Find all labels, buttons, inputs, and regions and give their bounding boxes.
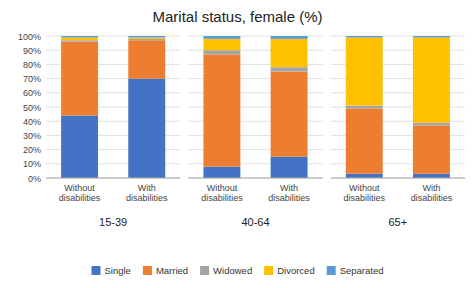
bar-segment	[203, 167, 240, 178]
legend-label: Married	[156, 265, 188, 276]
bar-segment	[346, 106, 383, 109]
y-tick-label: 50%	[23, 103, 41, 113]
x-tick-label: Withoutdisabilities	[59, 183, 101, 203]
legend-swatch	[327, 266, 336, 275]
bar-segment	[61, 116, 98, 178]
bars	[61, 36, 165, 178]
y-tick-label: 80%	[23, 60, 41, 70]
bar-segment	[271, 36, 308, 39]
y-tick-label: 30%	[23, 131, 41, 141]
legend-label: Widowed	[213, 265, 252, 276]
panel	[331, 36, 465, 178]
bar-segment	[128, 36, 165, 37]
x-tick-label: Withdisabilities	[411, 183, 453, 203]
grid-line	[188, 178, 322, 179]
bars	[203, 36, 307, 178]
legend-swatch	[143, 266, 152, 275]
bar-segment	[413, 123, 450, 126]
group-label: 65+	[388, 216, 407, 228]
x-tick-label: Withoutdisabilities	[343, 183, 385, 203]
legend-swatch	[264, 266, 273, 275]
title: Marital status, female (%)	[152, 8, 322, 25]
bar-segment	[61, 42, 98, 116]
x-tick-label: Withdisabilities	[268, 183, 310, 203]
y-tick-label: 70%	[23, 74, 41, 84]
legend-label: Single	[104, 265, 130, 276]
bar-segment	[346, 36, 383, 37]
x-tick-label: Withdisabilities	[126, 183, 168, 203]
bar-segment	[128, 79, 165, 178]
bar-segment	[203, 50, 240, 54]
bar-segment	[203, 39, 240, 50]
legend-label: Divorced	[277, 265, 315, 276]
y-tick-label: 90%	[23, 46, 41, 56]
x-axis-line	[331, 178, 465, 179]
group-label: 40-64	[241, 216, 269, 228]
bar-segment	[413, 36, 450, 37]
bar-segment	[61, 36, 98, 37]
bars	[346, 36, 450, 178]
bar-segment	[61, 40, 98, 41]
x-tick-label: Withoutdisabilities	[201, 183, 243, 203]
y-tick-label: 40%	[23, 117, 41, 127]
chart: Marital status, female (%) 0% 10% 20% 30% 40%…	[0, 0, 475, 288]
bar-segment	[203, 54, 240, 166]
bar-segment	[346, 108, 383, 173]
y-tick-label: 0%	[28, 174, 41, 184]
bar-segment	[346, 37, 383, 105]
bar-segment	[413, 37, 450, 122]
panel	[46, 36, 180, 178]
bar-segment	[128, 40, 165, 78]
y-tick-label: 100%	[18, 32, 41, 42]
bar-segment	[271, 157, 308, 178]
bar-segment	[61, 37, 98, 40]
bar-segment	[413, 125, 450, 173]
grid-line	[46, 178, 180, 179]
y-tick-label: 60%	[23, 88, 41, 98]
bar-segment	[271, 67, 308, 71]
group-label: 15-39	[99, 216, 127, 228]
bar-segment	[271, 72, 308, 157]
grid-line	[46, 36, 180, 37]
bar-segment	[128, 37, 165, 38]
bar-segment	[413, 174, 450, 178]
x-axis-line	[46, 178, 180, 179]
legend: Single Married Widowed Divorced Separated	[91, 265, 383, 276]
bar-segment	[271, 39, 308, 67]
panel	[188, 36, 322, 178]
grid-line	[331, 178, 465, 179]
y-tick-label: 20%	[23, 145, 41, 155]
x-axis-line	[188, 178, 322, 179]
y-tick-label: 10%	[23, 159, 41, 169]
bar-segment	[203, 36, 240, 39]
legend-swatch	[200, 266, 209, 275]
grid-line	[331, 36, 465, 37]
bar-segment	[128, 39, 165, 40]
legend-swatch	[91, 266, 100, 275]
legend-label: Separated	[340, 265, 384, 276]
bar-segment	[346, 174, 383, 178]
